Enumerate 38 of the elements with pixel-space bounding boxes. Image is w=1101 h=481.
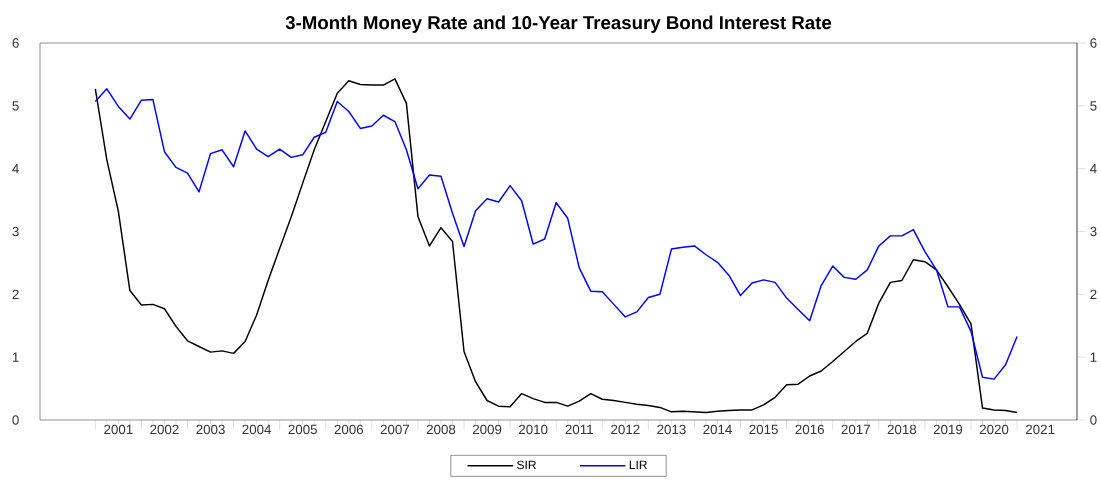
x-tick-label: 2017 (841, 424, 870, 435)
y2-tick-label: 4 (12, 164, 19, 174)
x-tick-label: 2010 (518, 424, 548, 435)
y2-tick-label: 2 (12, 289, 19, 299)
y-tick-label: 1 (1090, 352, 1097, 362)
y-tick-label: 6 (1090, 38, 1097, 48)
y2-tick-label: 0 (12, 415, 19, 425)
legend-label: SIR (517, 460, 536, 470)
x-tick-label: 2016 (795, 424, 824, 435)
x-tick-label: 2008 (426, 424, 456, 435)
y2-tick-label: 1 (12, 352, 19, 362)
y2-tick-label: 3 (12, 226, 19, 237)
x-tick-label: 2006 (334, 424, 364, 435)
y-tick-label: 3 (1090, 226, 1097, 237)
x-tick-label: 2019 (933, 424, 963, 435)
y-tick-label: 4 (1090, 164, 1097, 174)
x-tick-label: 2009 (472, 424, 502, 435)
x-tick-label: 2005 (288, 424, 317, 435)
y-tick-label: 2 (1090, 289, 1097, 299)
x-tick-label: 2015 (749, 424, 778, 435)
x-tick-label: 2021 (1025, 424, 1055, 435)
legend-label: LIR (629, 460, 647, 469)
x-tick-label: 2002 (150, 424, 179, 435)
x-tick-label: 2011 (565, 424, 593, 435)
y2-tick-label: 5 (12, 101, 19, 111)
y-tick-label: 0 (1090, 415, 1097, 425)
x-tick-label: 2003 (196, 424, 225, 435)
x-tick-label: 2007 (380, 424, 410, 435)
x-tick-label: 2014 (703, 424, 732, 435)
y2-tick-label: 6 (12, 38, 19, 48)
x-tick-label: 2001 (104, 424, 133, 435)
chart-title: 3-Month Money Rate and 10-Year Treasury Bond Interest Rate (285, 15, 832, 33)
y-tick-label: 5 (1090, 101, 1097, 111)
x-tick-label: 2013 (657, 424, 686, 435)
x-tick-label: 2018 (887, 424, 917, 435)
x-tick-label: 2020 (979, 424, 1009, 435)
x-tick-label: 2004 (242, 424, 272, 435)
x-tick-label: 2012 (611, 424, 640, 435)
